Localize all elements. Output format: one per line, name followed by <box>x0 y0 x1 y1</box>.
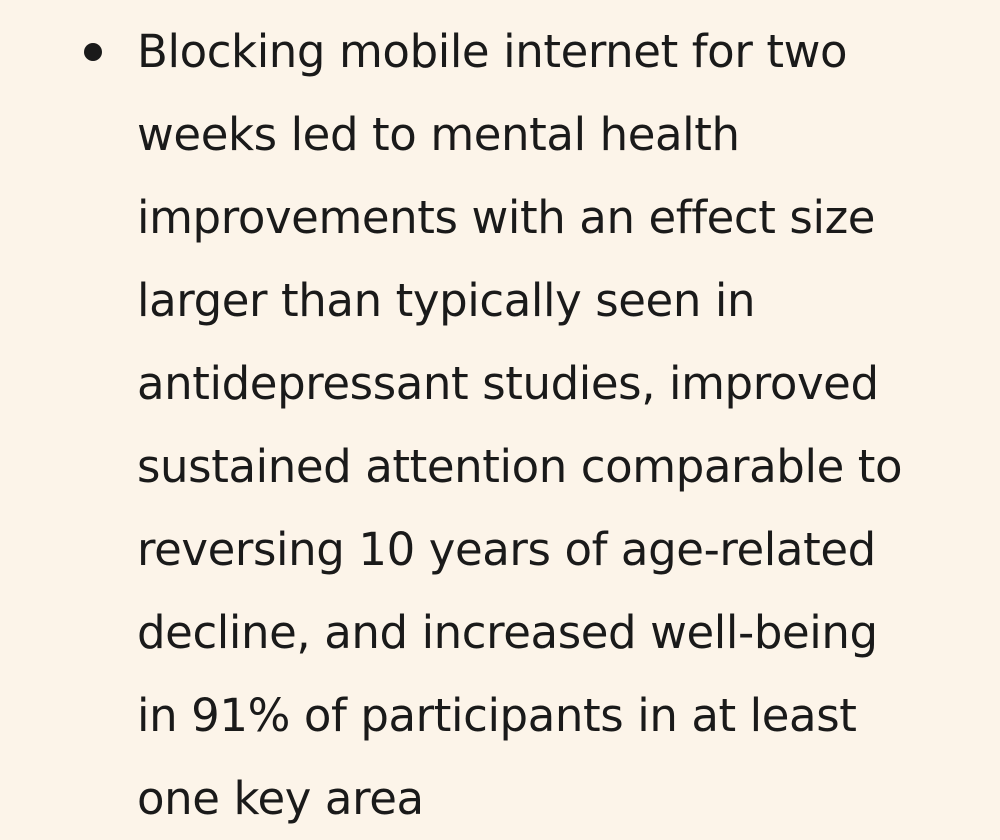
text-line: larger than typically seen in <box>137 274 756 327</box>
text-line: Blocking mobile internet for two <box>137 25 848 78</box>
text-line: antidepressant studies, improved <box>137 357 879 410</box>
text-line: decline, and increased well-being <box>137 606 878 659</box>
bullet-text: Blocking mobile internet for two weeks l… <box>137 10 987 840</box>
text-line: weeks led to mental health <box>137 108 740 161</box>
text-line: in 91% of participants in at least <box>137 689 857 742</box>
text-line: reversing 10 years of age-related <box>137 523 876 576</box>
text-line: one key area <box>137 772 424 825</box>
bullet-dot <box>84 43 102 61</box>
text-line: sustained attention comparable to <box>137 440 903 493</box>
text-line: improvements with an effect size <box>137 191 876 244</box>
